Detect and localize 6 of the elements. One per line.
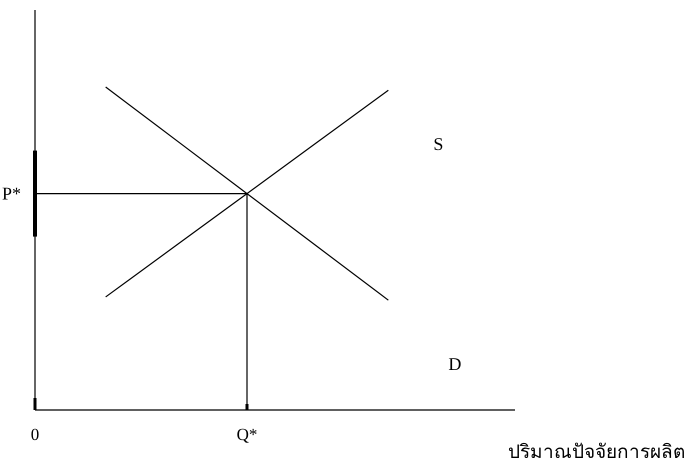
x-tick-label: Q* — [236, 425, 258, 444]
text: D — [448, 354, 462, 374]
ref-line-label: P* — [2, 184, 22, 204]
x-tick-label: 0 — [30, 425, 40, 444]
x-axis-title: ปริมาณปัจจัยการผลิต — [508, 442, 685, 463]
text: S — [433, 134, 444, 154]
